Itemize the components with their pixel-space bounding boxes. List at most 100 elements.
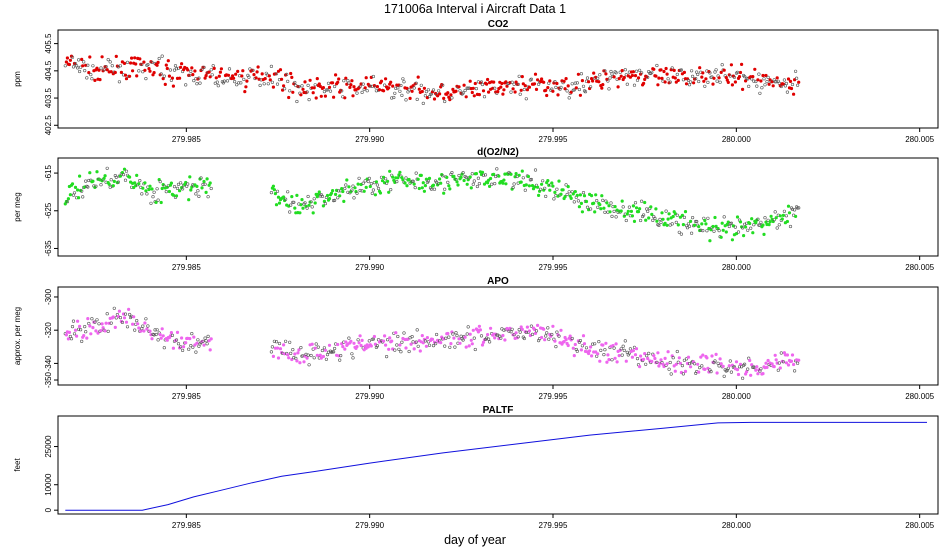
data-point — [689, 69, 694, 73]
data-point — [283, 87, 287, 91]
data-point — [590, 79, 595, 83]
data-point — [72, 191, 77, 195]
data-point — [182, 345, 186, 349]
data-point — [690, 216, 695, 220]
data-point — [737, 74, 742, 79]
data-point — [384, 177, 388, 181]
data-point — [301, 87, 305, 91]
data-point — [289, 71, 293, 76]
data-point — [405, 184, 409, 188]
data-point — [81, 64, 85, 68]
data-point — [675, 213, 679, 217]
data-point — [106, 57, 110, 62]
data-point — [170, 76, 174, 80]
data-point — [688, 365, 693, 369]
data-point — [701, 229, 705, 233]
data-point — [201, 182, 205, 187]
data-point — [548, 79, 552, 83]
data-point — [546, 179, 550, 183]
data-point — [290, 75, 294, 79]
data-point — [637, 207, 642, 211]
data-point — [525, 325, 530, 329]
data-point — [721, 228, 725, 232]
data-point — [766, 75, 770, 79]
data-point — [569, 196, 573, 200]
data-point — [158, 333, 162, 337]
data-point — [422, 86, 427, 90]
data-point — [378, 191, 383, 195]
data-point — [564, 76, 568, 81]
data-point — [667, 212, 671, 216]
data-point — [578, 93, 583, 97]
data-point — [633, 201, 638, 205]
y-tick-label: -625 — [44, 202, 53, 219]
data-point — [64, 60, 68, 64]
data-point — [600, 86, 604, 90]
data-point — [141, 70, 145, 74]
data-point — [426, 340, 431, 344]
data-point — [288, 89, 292, 93]
data-point — [398, 89, 402, 93]
data-point — [128, 74, 132, 78]
y-tick-label: -635 — [44, 240, 53, 257]
data-point — [688, 219, 693, 223]
data-point — [700, 75, 704, 79]
data-point — [159, 336, 163, 340]
data-point — [274, 203, 279, 207]
data-point — [144, 189, 148, 193]
data-point — [147, 66, 151, 71]
data-point — [449, 93, 453, 97]
data-point — [203, 182, 207, 186]
data-point — [196, 338, 200, 342]
plot-frame — [57, 286, 939, 386]
data-point — [502, 328, 506, 332]
data-point — [455, 180, 459, 184]
data-point — [159, 200, 163, 205]
data-point — [784, 81, 789, 86]
data-point — [756, 372, 760, 376]
data-point — [333, 198, 337, 202]
data-point — [129, 61, 133, 65]
data-point — [768, 220, 772, 224]
data-point — [786, 363, 791, 367]
data-point — [529, 177, 534, 182]
data-point — [766, 358, 770, 363]
data-point — [714, 352, 718, 357]
data-point — [343, 186, 347, 191]
data-point — [779, 84, 783, 89]
data-point — [334, 192, 338, 196]
data-point — [603, 348, 607, 352]
data-point — [790, 82, 795, 87]
figure-xlabel: day of year — [444, 533, 506, 547]
data-point — [634, 69, 639, 73]
data-point — [328, 89, 333, 93]
data-point — [574, 86, 578, 90]
data-point — [300, 198, 304, 202]
data-point — [307, 97, 311, 102]
data-point — [424, 177, 429, 181]
data-point — [669, 372, 673, 376]
data-point — [664, 66, 668, 71]
data-point — [657, 223, 661, 227]
data-point — [788, 79, 793, 83]
data-point — [232, 76, 236, 80]
data-point — [313, 83, 317, 87]
data-point — [282, 84, 286, 88]
data-point — [593, 342, 597, 346]
data-point — [594, 193, 598, 197]
data-point — [584, 346, 589, 350]
data-point — [785, 353, 790, 357]
data-point — [420, 89, 424, 94]
y-axis-label: feet — [13, 458, 22, 472]
data-point — [83, 68, 87, 73]
data-point — [643, 77, 647, 81]
data-point — [436, 94, 440, 98]
data-point — [370, 191, 374, 195]
data-point — [529, 77, 534, 81]
data-point — [416, 75, 420, 79]
data-point — [559, 192, 563, 196]
data-point — [156, 338, 160, 342]
data-point — [535, 78, 540, 82]
data-point — [655, 219, 659, 223]
data-point — [402, 331, 406, 335]
